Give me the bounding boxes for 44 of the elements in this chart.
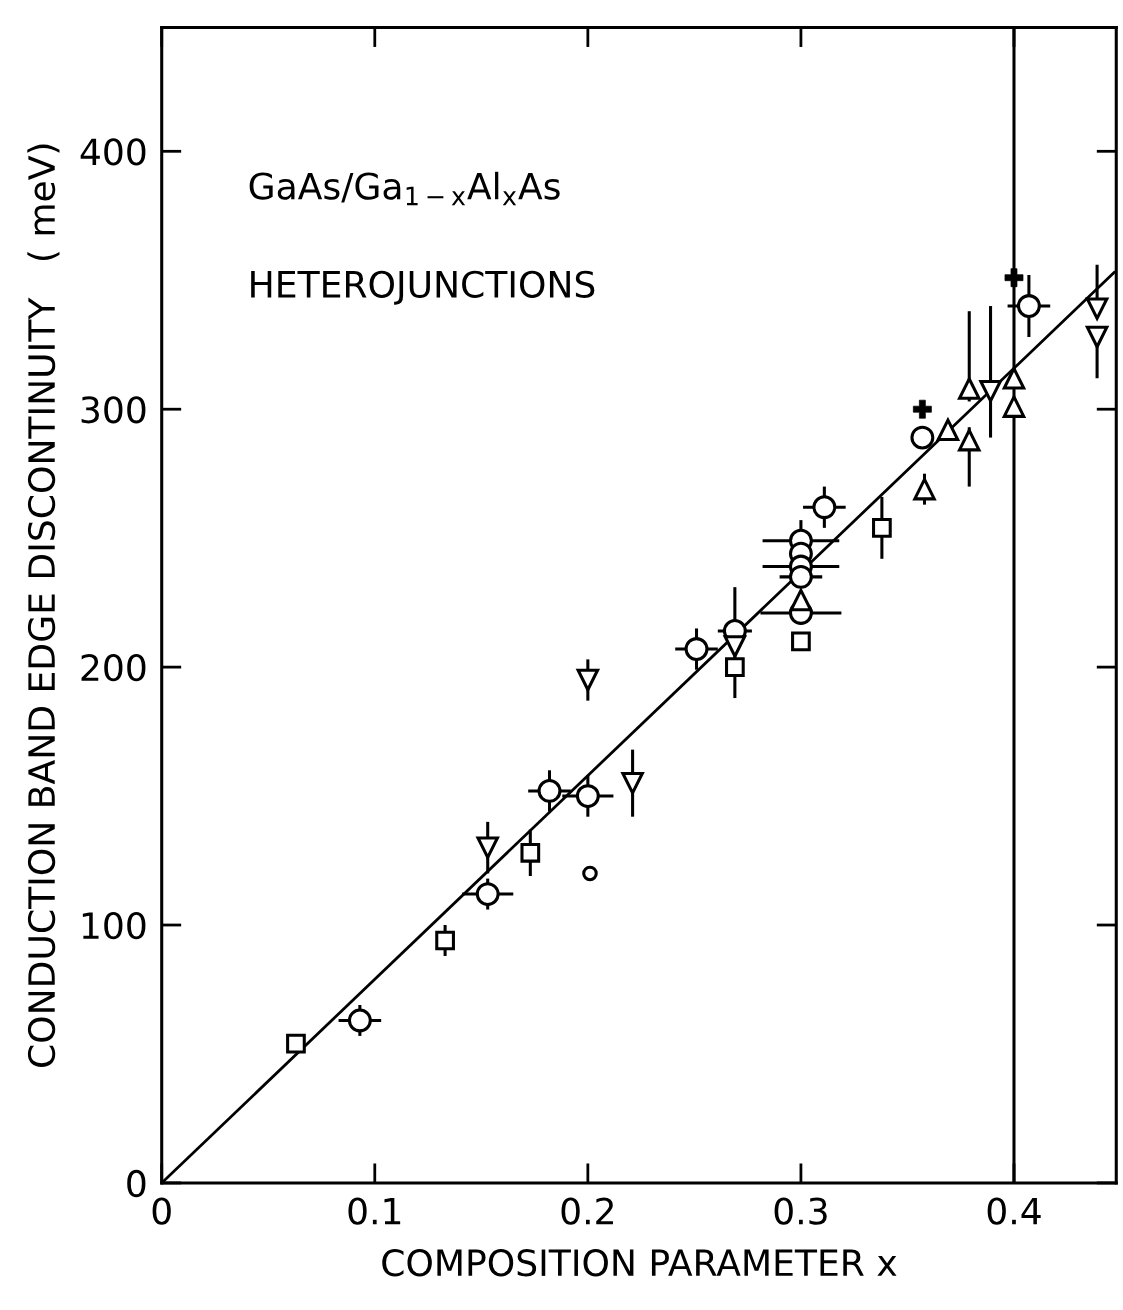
point <box>347 1008 372 1033</box>
y-tick-label: 100 <box>82 911 146 940</box>
point <box>575 784 600 809</box>
x-axis-title: COMPOSITION PARAMETER x <box>382 1249 897 1277</box>
point <box>476 836 499 859</box>
y-tick-label: 200 <box>81 654 146 682</box>
point <box>788 564 813 589</box>
point <box>725 657 745 677</box>
x-tick-label: 0.4 <box>987 1197 1041 1225</box>
x-tick-label: 0.2 <box>561 1197 613 1225</box>
annotation: HETEROJUNCTIONS <box>251 270 595 305</box>
point <box>789 588 813 612</box>
point <box>475 882 500 907</box>
annotation: GaAs/Ga$_{1−x}$Al$_{x}$As <box>249 171 560 206</box>
y-tick-label: 300 <box>81 396 146 424</box>
point <box>1085 325 1109 349</box>
y-tick-label: 400 <box>80 138 146 166</box>
y-axis-title: CONDUCTION BAND EDGE DISCONTINUITY ( meV) <box>27 144 60 1067</box>
point <box>1016 294 1041 318</box>
point <box>576 668 600 692</box>
point <box>286 1033 306 1054</box>
point <box>537 778 562 803</box>
point <box>1002 395 1026 418</box>
point <box>957 428 981 452</box>
x-tick-label: 0 <box>152 1197 171 1225</box>
point <box>621 771 644 795</box>
point <box>723 635 747 658</box>
x-tick-label: 0.1 <box>348 1197 401 1225</box>
point <box>935 416 960 442</box>
point <box>872 517 892 538</box>
y-tick-label: 0 <box>127 1169 146 1198</box>
point <box>791 631 811 652</box>
point <box>1085 297 1109 320</box>
point <box>910 425 935 450</box>
x-tick-label: 0.3 <box>774 1197 827 1225</box>
point <box>435 930 455 951</box>
point <box>582 865 598 882</box>
point <box>520 842 541 863</box>
point <box>1002 367 1026 390</box>
point <box>957 377 981 400</box>
point <box>913 477 936 501</box>
point <box>684 637 709 662</box>
point <box>812 495 837 520</box>
point <box>979 379 1002 403</box>
